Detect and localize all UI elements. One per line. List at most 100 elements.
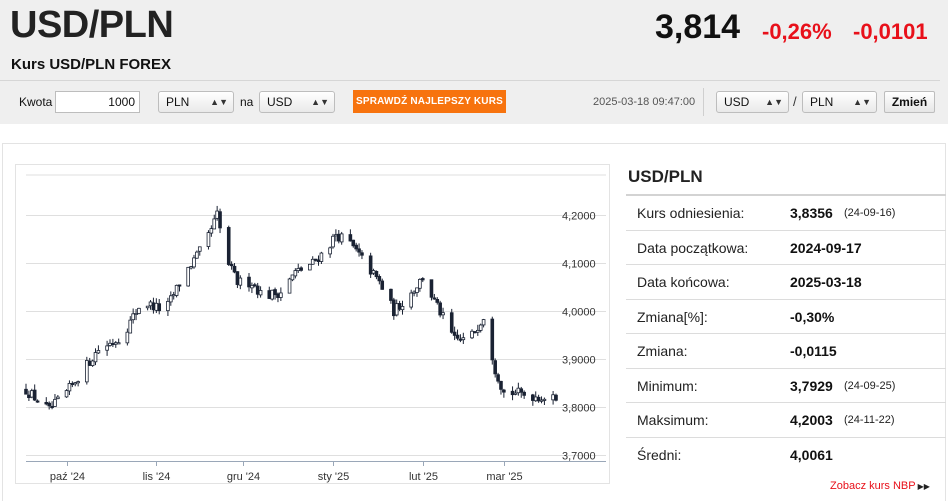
candle [409,292,413,308]
candle [212,218,217,230]
info-date: (24-09-25) [844,379,896,392]
info-value: 3,7929 [790,377,833,394]
header-divider [0,80,940,81]
y-tick-label: 4,1000 [562,259,596,271]
from-currency-value: PLN [166,95,190,109]
candle [134,313,138,316]
candle [157,303,162,312]
chevron-updown-icon: ▲▼ [853,97,871,107]
amount-input[interactable] [55,91,140,113]
check-best-rate-button[interactable]: SPRAWDŹ NAJLEPSZY KURS [353,90,506,113]
to-currency-select[interactable]: USD ▲▼ [259,91,335,113]
candle [218,211,222,229]
candle [151,302,156,311]
candle [53,398,57,407]
candle [186,266,190,287]
info-row-reference: Kurs odniesienia: 3,8356 (24-09-16) [626,196,946,231]
candle [533,396,538,402]
candle [50,406,54,409]
base-currency-select[interactable]: USD ▲▼ [716,91,789,113]
candle [267,290,272,299]
info-label: Średni: [637,446,682,463]
change-absolute: -0,0101 [853,19,928,44]
candle [125,331,130,344]
candle [27,394,31,399]
candle [412,291,416,294]
info-label: Minimum: [637,377,698,394]
quote-currency-select[interactable]: PLN ▲▼ [802,91,877,113]
candle [67,383,72,392]
pair-separator: / [793,94,797,109]
x-tick-label: paź '24 [50,471,85,483]
y-tick-label: 4,2000 [562,211,596,223]
candle [397,303,402,310]
candle [360,252,364,256]
candle [29,390,34,398]
candle [287,278,292,294]
candle [539,399,544,402]
candle [293,270,298,277]
x-tick-label: sty '25 [318,471,349,483]
candle [235,271,240,285]
info-label: Zmiana[%]: [637,308,708,325]
y-axis-labels: 3,7000 3,8000 3,9000 4,0000 4,1000 4,2000 [562,211,596,463]
info-value: 4,0061 [790,446,833,463]
candle [435,299,440,303]
candle [105,345,109,351]
candle [90,360,95,366]
candle [519,388,524,393]
candle [461,337,466,341]
candle [47,402,51,407]
change-pair-button[interactable]: Zmień [884,91,935,113]
candle [192,257,196,268]
price-chart[interactable]: 3,7000 3,8000 3,9000 4,0000 4,1000 4,2000 paź… [15,164,610,484]
candle [44,402,49,405]
candle [351,239,356,247]
candle [76,381,80,384]
candle [177,284,182,287]
from-currency-select[interactable]: PLN ▲▼ [158,91,234,113]
candle [319,252,324,262]
y-tick-label: 4,0000 [562,307,596,319]
candle [522,391,526,396]
candle [490,318,495,361]
info-value: 2024-09-17 [790,239,862,256]
candle [536,396,541,402]
candle [85,360,89,383]
candle [394,303,399,316]
info-row-change-percent: Zmiana[%]: -0,30% [626,300,946,334]
candle [531,394,535,401]
candle [250,284,254,289]
candle [70,383,75,386]
candle [96,350,101,354]
candle [255,285,260,295]
candle [415,287,419,293]
x-tick-label: gru '24 [227,471,260,483]
candle [334,234,338,237]
nbp-link-label: Zobacz kurs NBP [830,480,916,492]
candle [197,246,202,252]
double-arrow-right-icon: ▶▶ [917,482,930,491]
candle [348,234,353,242]
nbp-rate-link[interactable]: Zobacz kurs NBP ▶▶ [830,480,930,492]
candle [429,279,434,298]
candle [171,294,176,297]
candle [166,300,170,312]
info-row-average: Średni: 4,0061 [626,438,946,473]
candle [542,398,547,401]
candle [189,266,193,269]
candle [357,248,361,253]
info-row-maximum: Maksimum: 4,2003 (24-11-22) [626,403,946,438]
candle [441,312,445,316]
info-row-change: Zmiana: -0,0115 [626,334,946,369]
candle [328,247,332,255]
candle [111,343,115,346]
candle [93,352,98,363]
candle [313,258,318,261]
candle [551,394,555,401]
candle [374,270,379,278]
candle [371,270,376,274]
candle [473,331,477,334]
chart-candles [24,205,558,410]
candle [400,306,405,311]
